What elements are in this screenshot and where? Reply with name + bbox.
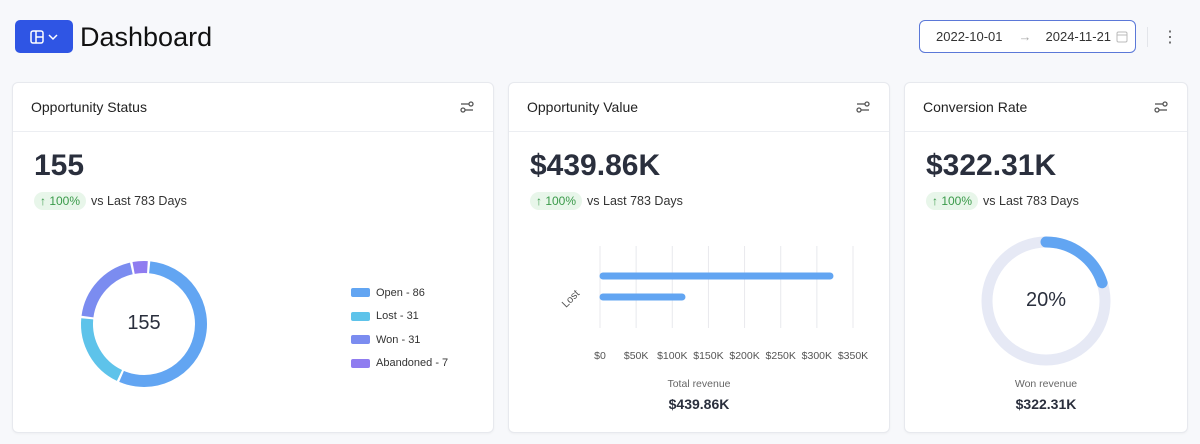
value-bar-chart — [599, 246, 854, 328]
legend-swatch — [351, 311, 370, 321]
x-tick-label: $50K — [623, 350, 649, 362]
layout-switch-button[interactable] — [15, 20, 73, 53]
conversion-gauge — [981, 236, 1111, 366]
legend-label: Lost - 31 — [376, 310, 419, 323]
legend-swatch — [351, 288, 370, 298]
compare-text: vs Last 783 Days — [587, 194, 683, 208]
legend-label: Abandoned - 7 — [376, 357, 449, 370]
legend-item-open[interactable]: Open - 86 — [351, 281, 448, 305]
legend-swatch — [351, 358, 370, 368]
filter-settings-icon[interactable] — [1153, 99, 1169, 115]
compare-text: vs Last 783 Days — [91, 194, 187, 208]
chart-legend: Open - 86 Lost - 31 Won - 31 Abandoned -… — [351, 281, 448, 375]
calendar-icon — [1116, 31, 1128, 42]
x-tick-label: $300K — [801, 350, 833, 362]
gauge-fill — [1040, 236, 1108, 289]
change-badge: ↑ 100% — [34, 192, 87, 210]
won-revenue-label: Won revenue — [1014, 378, 1078, 390]
card-title: Opportunity Value — [527, 99, 639, 115]
filter-settings-icon[interactable] — [459, 99, 475, 115]
date-end[interactable]: 2024-11-21 — [1045, 29, 1112, 44]
x-tick-label: $0 — [594, 350, 606, 362]
metric-value: $322.31K — [926, 149, 1057, 182]
card-title: Opportunity Status — [31, 99, 147, 115]
x-tick-label: $150K — [693, 350, 724, 362]
status-donut-chart — [81, 261, 207, 387]
x-tick-label: $350K — [837, 350, 869, 362]
metric-value: $439.86K — [530, 149, 661, 182]
total-revenue-value: $439.86K — [668, 396, 730, 412]
divider — [1147, 27, 1148, 47]
x-tick-label: $100K — [657, 350, 688, 362]
x-tick-label: $250K — [765, 350, 796, 362]
donut-slice-abandoned[interactable] — [132, 261, 148, 274]
donut-center-label: 155 — [127, 312, 161, 334]
legend-swatch — [351, 335, 370, 345]
conversion-rate-card: Conversion Rate $322.31K ↑ 100% vs Last 7… — [904, 82, 1188, 433]
legend-label: Won - 31 — [376, 333, 421, 346]
date-range-picker[interactable]: 2022-10-01 → 2024-11-21 — [919, 20, 1136, 53]
legend-item-lost[interactable]: Lost - 31 — [351, 305, 448, 329]
opportunity-value-card: Opportunity Value $439.86K ↑ 100% vs Last… — [508, 82, 890, 433]
total-revenue-label: Total revenue — [667, 378, 731, 390]
metric-value: 155 — [34, 149, 85, 182]
arrow-right-icon: → — [1018, 29, 1032, 44]
donut-slice-open[interactable] — [119, 261, 207, 387]
filter-settings-icon[interactable] — [855, 99, 871, 115]
gauge-center-label: 20% — [1025, 289, 1067, 311]
won-revenue-value: $322.31K — [1015, 396, 1077, 412]
more-options-icon[interactable]: ⋮ — [1162, 29, 1178, 46]
x-tick-label: $200K — [729, 350, 760, 362]
compare-text: vs Last 783 Days — [983, 194, 1079, 208]
card-title: Conversion Rate — [923, 99, 1028, 115]
opportunity-status-card: Opportunity Status 155 ↑ 100% vs Last 783… — [12, 82, 494, 433]
date-start[interactable]: 2022-10-01 — [936, 29, 1003, 44]
change-badge: ↑ 100% — [926, 192, 979, 210]
layout-icon — [30, 29, 44, 44]
page-title: Dashboard — [80, 22, 213, 52]
legend-item-won[interactable]: Won - 31 — [351, 328, 448, 352]
donut-slice-won[interactable] — [81, 262, 133, 318]
change-badge: ↑ 100% — [530, 192, 583, 210]
legend-item-abandoned[interactable]: Abandoned - 7 — [351, 352, 448, 376]
chevron-down-icon — [48, 33, 58, 40]
legend-label: Open - 86 — [376, 286, 425, 299]
donut-slice-lost[interactable] — [81, 318, 123, 381]
